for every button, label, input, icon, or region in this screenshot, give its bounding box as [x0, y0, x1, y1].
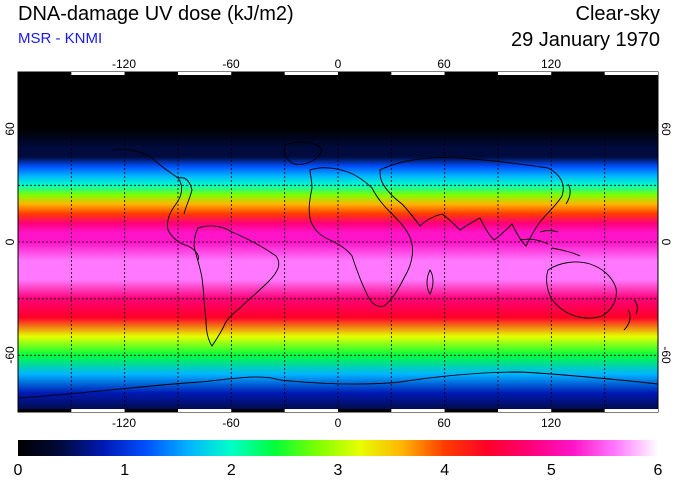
- coastline-greenland: [283, 141, 323, 165]
- coastline-australia: [546, 261, 617, 319]
- colorbar: 0 1 2 3 4 5 6: [14, 440, 663, 479]
- lat-label-left: 60: [3, 122, 17, 136]
- coastline-europe-africa: [308, 167, 413, 307]
- lon-label-bottom: -60: [222, 416, 240, 430]
- colorbar-label: 1: [120, 462, 129, 479]
- frame-tick: [391, 409, 445, 412]
- coastline-indonesia: [519, 230, 581, 257]
- frame-tick: [124, 409, 178, 412]
- lat-label-right: 60: [659, 122, 673, 136]
- frame-tick: [444, 72, 498, 75]
- coastline-south-america: [193, 225, 280, 347]
- frame-tick: [18, 409, 72, 412]
- lon-label-top: 60: [437, 57, 451, 71]
- frame-tick: [551, 72, 605, 75]
- lon-label-bottom: -120: [112, 416, 136, 430]
- frame-tick: [284, 409, 338, 412]
- colorbar-label: 0: [14, 462, 23, 479]
- colorbar-label: 3: [334, 462, 343, 479]
- lon-labels-bottom: -120 -60 0 60 120: [112, 416, 561, 430]
- lat-label-right: 0: [659, 239, 673, 246]
- lat-label-right: -60: [659, 346, 673, 364]
- frame-tick: [551, 409, 605, 412]
- frame-tick: [71, 72, 125, 75]
- lon-label-bottom: 120: [541, 416, 561, 430]
- frame-tick: [178, 409, 232, 412]
- coastline-north-america-east: [177, 177, 193, 215]
- colorbar-gradient: [18, 440, 658, 456]
- frame-tick: [338, 409, 392, 412]
- frame-tick: [231, 409, 285, 412]
- colorbar-label: 2: [227, 462, 236, 479]
- coastline-antarctica: [18, 371, 658, 399]
- coastline-asia: [379, 157, 564, 247]
- date-label: 29 January 1970: [510, 29, 660, 51]
- lat-label-left: 0: [3, 238, 17, 245]
- frame-tick: [444, 409, 498, 412]
- coastline-japan: [565, 183, 571, 205]
- coastlines: [18, 141, 658, 399]
- coastline-north-america: [111, 148, 199, 261]
- lon-labels-top: -120 -60 0 60 120: [112, 57, 561, 71]
- frame-tick: [178, 72, 232, 75]
- coastline-new-zealand: [623, 299, 638, 331]
- lon-label-top: 120: [541, 57, 561, 71]
- frame-tick: [391, 72, 445, 75]
- frame-tick: [604, 72, 658, 75]
- colorbar-label: 5: [547, 462, 556, 479]
- frame-tick: [338, 72, 392, 75]
- frame-tick: [231, 72, 285, 75]
- frame-tick: [498, 72, 552, 75]
- lon-label-top: -60: [222, 57, 240, 71]
- frame-tick: [71, 409, 125, 412]
- frame-tick: [18, 72, 72, 75]
- lon-label-top: 0: [335, 57, 342, 71]
- lon-label-bottom: 60: [437, 416, 451, 430]
- map-panel: [17, 71, 659, 413]
- lon-label-top: -120: [112, 57, 136, 71]
- map-title: DNA-damage UV dose (kJ/m2): [18, 3, 294, 25]
- frame-tick: [498, 409, 552, 412]
- lat-labels-right: 60 0 -60: [659, 122, 673, 364]
- frame-tick: [124, 72, 178, 75]
- colorbar-label: 6: [654, 462, 663, 479]
- frame-tick: [284, 72, 338, 75]
- lat-label-left: -60: [3, 346, 17, 364]
- coastline-madagascar: [426, 269, 434, 295]
- sky-condition-label: Clear-sky: [575, 3, 660, 25]
- graticule: [18, 72, 658, 412]
- colorbar-labels: 0 1 2 3 4 5 6: [14, 462, 663, 479]
- lon-label-bottom: 0: [335, 416, 342, 430]
- frame-ticks: [18, 72, 658, 412]
- lat-labels-left: 60 0 -60: [3, 122, 17, 364]
- source-label: MSR - KNMI: [18, 30, 103, 47]
- colorbar-label: 4: [440, 462, 449, 479]
- frame-tick: [604, 409, 658, 412]
